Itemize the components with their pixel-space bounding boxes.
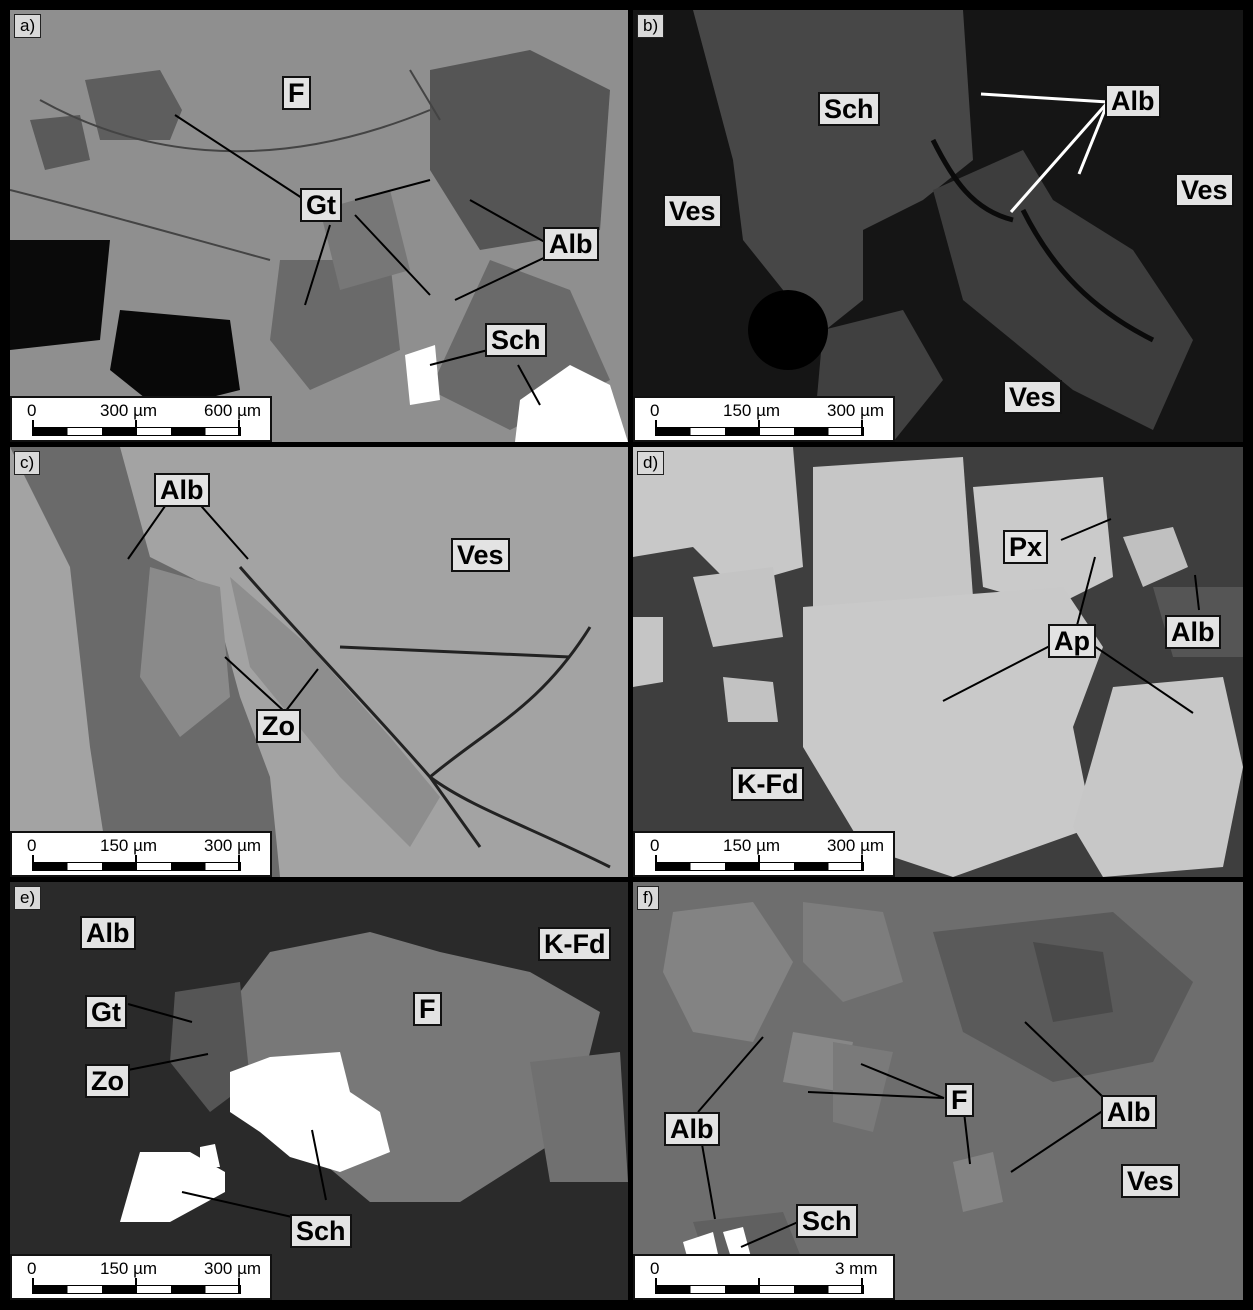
label-ves: Ves	[1121, 1164, 1180, 1198]
label-k-fd: K-Fd	[731, 767, 805, 801]
label-ves: Ves	[1175, 173, 1234, 207]
panel-f: f) Alb F Alb Ves Sch 0 3 mm	[633, 882, 1243, 1300]
scale-bar-c: 0 150 µm 300 µm	[10, 831, 272, 877]
label-alb: Alb	[1101, 1095, 1157, 1129]
label-zo: Zo	[256, 709, 301, 743]
label-zo: Zo	[85, 1064, 130, 1098]
label-alb: Alb	[80, 916, 136, 950]
panel-f-label: f)	[637, 886, 660, 910]
label-sch: Sch	[485, 323, 547, 357]
label-f: F	[945, 1083, 974, 1117]
scale-bar-d: 0 150 µm 300 µm	[633, 831, 895, 877]
panel-d-label: d)	[637, 451, 665, 475]
panel-a-label: a)	[14, 14, 42, 38]
label-ves: Ves	[1003, 380, 1062, 414]
micrograph-f	[633, 882, 1243, 1300]
panel-c-label: c)	[14, 451, 41, 475]
micrograph-b	[633, 10, 1243, 442]
scale-bar-b: 0 150 µm 300 µm	[633, 396, 895, 442]
label-ves: Ves	[663, 194, 722, 228]
scale-bar-a: 0 300 µm 600 µm	[10, 396, 272, 442]
label-gt: Gt	[85, 995, 127, 1029]
panel-d: d) Px Alb Ap K-Fd 0 150 µm 300 µm	[633, 447, 1243, 877]
label-alb: Alb	[154, 473, 210, 507]
label-sch: Sch	[818, 92, 880, 126]
panel-b: b) Sch Alb Ves Ves Ves 0 150 µm 300 µm	[633, 10, 1243, 442]
label-alb: Alb	[664, 1112, 720, 1146]
panel-a: a) F Gt Alb Sch 0 300 µm 600 µm	[10, 10, 628, 442]
label-alb: Alb	[1105, 84, 1161, 118]
scale-bar-f: 0 3 mm	[633, 1254, 895, 1300]
panel-b-label: b)	[637, 14, 665, 38]
label-alb: Alb	[1165, 615, 1221, 649]
label-f: F	[282, 76, 311, 110]
label-sch: Sch	[796, 1204, 858, 1238]
scale-bar-e: 0 150 µm 300 µm	[10, 1254, 272, 1300]
micrograph-a	[10, 10, 628, 442]
label-gt: Gt	[300, 188, 342, 222]
panel-e: e) Alb K-Fd Gt F Zo Sch 0 150 µm 300 µm	[10, 882, 628, 1300]
panel-c: c) Alb Ves Zo 0 150 µm 300 µm	[10, 447, 628, 877]
micrograph-d	[633, 447, 1243, 877]
label-sch: Sch	[290, 1214, 352, 1248]
label-px: Px	[1003, 530, 1049, 564]
micrograph-c	[10, 447, 628, 877]
label-ves: Ves	[451, 538, 510, 572]
panel-e-label: e)	[14, 886, 42, 910]
label-alb: Alb	[543, 227, 599, 261]
label-k-fd: K-Fd	[538, 927, 612, 961]
label-ap: Ap	[1048, 624, 1096, 658]
label-f: F	[413, 992, 442, 1026]
